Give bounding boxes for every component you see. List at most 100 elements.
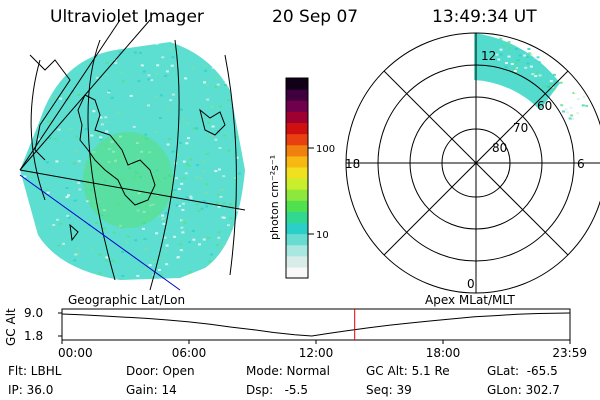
polar-speckle-dot (531, 73, 535, 76)
polar-speckle-dot (513, 70, 517, 72)
gc-altitude-series-line (61, 312, 570, 337)
aurora-speckle-dot (229, 203, 233, 206)
aurora-speckle-dot (217, 231, 221, 234)
aurora-speckle-dot (92, 110, 96, 113)
colorbar-cell (286, 211, 308, 224)
aurora-speckle-dot (195, 203, 199, 206)
aurora-speckle-dot (22, 100, 26, 103)
polar-speckle-dot (502, 45, 506, 48)
aurora-speckle-dot (233, 178, 237, 181)
polar-speckle-dot (516, 59, 520, 62)
polar-speckle-dot (495, 53, 499, 56)
aurora-speckle-dot (140, 64, 144, 67)
aurora-speckle-dot (161, 56, 165, 59)
aurora-speckle-dot (204, 69, 208, 72)
aurora-speckle-dot (227, 99, 231, 102)
aurora-speckle-dot (218, 147, 222, 149)
aurora-speckle-dot (40, 54, 44, 57)
aurora-speckle-dot (236, 271, 240, 274)
aurora-speckle-dot (66, 214, 70, 217)
aurora-speckle-dot (209, 50, 212, 53)
meridian-1 (19, 19, 151, 171)
aurora-speckle-dot (187, 137, 190, 140)
aurora-speckle-dot (62, 242, 65, 245)
aurora-speckle-dot (166, 143, 170, 146)
aurora-speckle-dot (104, 116, 108, 119)
satellite-footprint-track (19, 174, 181, 291)
ip-status: IP: 36.0 (8, 383, 54, 397)
aurora-speckle-dot (209, 253, 213, 256)
aurora-speckle-dot (107, 91, 111, 94)
aurora-speckle-dot (155, 232, 159, 235)
aurora-speckle-dot (25, 248, 29, 251)
aurora-speckle-dot (73, 259, 77, 262)
aurora-speckle-dot (55, 265, 59, 268)
aurora-speckle-dot (233, 200, 237, 203)
continent-outlines (29, 54, 226, 242)
aurora-speckle-dot (20, 262, 23, 265)
aurora-speckle-dot (83, 166, 86, 169)
aurora-speckle-dot (133, 51, 137, 54)
aurora-speckle-dot (47, 93, 51, 96)
polar-speckle-dot (572, 92, 576, 94)
mlt-label-18: 18 (345, 157, 360, 171)
latitude-arc-3 (224, 54, 237, 276)
aurora-speckle-dot (206, 236, 210, 239)
aurora-speckle-dot (177, 205, 181, 207)
polar-speckle-dot (568, 98, 571, 101)
aurora-speckle-dot (43, 261, 47, 264)
aurora-speckle-dot (202, 170, 206, 173)
continent-outline-west (29, 54, 71, 161)
aurora-speckle-dot (184, 172, 188, 175)
aurora-speckle-dot (126, 235, 130, 238)
aurora-speckle-dot (66, 47, 69, 50)
aurora-speckle-dot (221, 244, 225, 247)
polar-speckle-dot (526, 62, 530, 65)
aurora-speckle-dot (77, 94, 81, 96)
aurora-speckle-dot (203, 65, 207, 68)
polar-speckle-dot (576, 112, 580, 115)
aurora-speckle-dot (220, 66, 224, 69)
aurora-speckle-dot (25, 112, 29, 115)
aurora-speckle-dot (104, 259, 108, 262)
aurora-speckle-dot (215, 201, 219, 204)
aurora-speckle-dot (199, 177, 203, 180)
aurora-speckle-dot (226, 52, 230, 55)
aurora-speckle-dot (126, 42, 130, 43)
aurora-speckle-dot (192, 238, 196, 241)
aurora-speckle-dot (98, 272, 102, 275)
aurora-speckle-dot (210, 56, 214, 59)
island-outline-small (69, 223, 79, 242)
aurora-speckle-dot (180, 226, 184, 229)
colorbar-cell (286, 111, 308, 124)
polar-speckle-dot (499, 37, 503, 40)
aurora-speckle-dot (175, 177, 178, 180)
aurora-speckle-dot (188, 271, 192, 274)
aurora-speckle-dot (247, 58, 250, 60)
polar-speckle-dot (504, 66, 508, 69)
aurora-speckle-dot (53, 259, 56, 262)
polar-speckle-dot (534, 75, 538, 78)
polar-speckle-dot (552, 73, 556, 76)
aurora-speckle-dot (45, 161, 49, 164)
aurora-speckle-dot (134, 239, 138, 242)
polar-speckle-dot (497, 58, 501, 61)
aurora-speckle-dot (164, 251, 168, 254)
aurora-speckle-dot (222, 216, 226, 219)
polar-speckle-dot (581, 104, 585, 107)
mlat-label-60: 60 (537, 99, 552, 113)
aurora-speckle-dot (59, 97, 63, 100)
aurora-speckle-dot (238, 63, 242, 66)
aurora-speckle-dot (183, 221, 187, 224)
aurora-speckle-dot (75, 135, 78, 138)
aurora-speckle-dot (55, 52, 59, 55)
aurora-speckle-dot (53, 138, 57, 141)
mlt-label-12: 12 (481, 49, 496, 63)
polar-speckle-dot (566, 111, 569, 114)
aurora-speckle-dot (23, 272, 27, 275)
aurora-speckle-dot (49, 120, 53, 123)
colorbar-cell (286, 189, 308, 201)
polar-speckle-dot (564, 108, 568, 111)
aurora-speckle-dot (180, 182, 184, 185)
